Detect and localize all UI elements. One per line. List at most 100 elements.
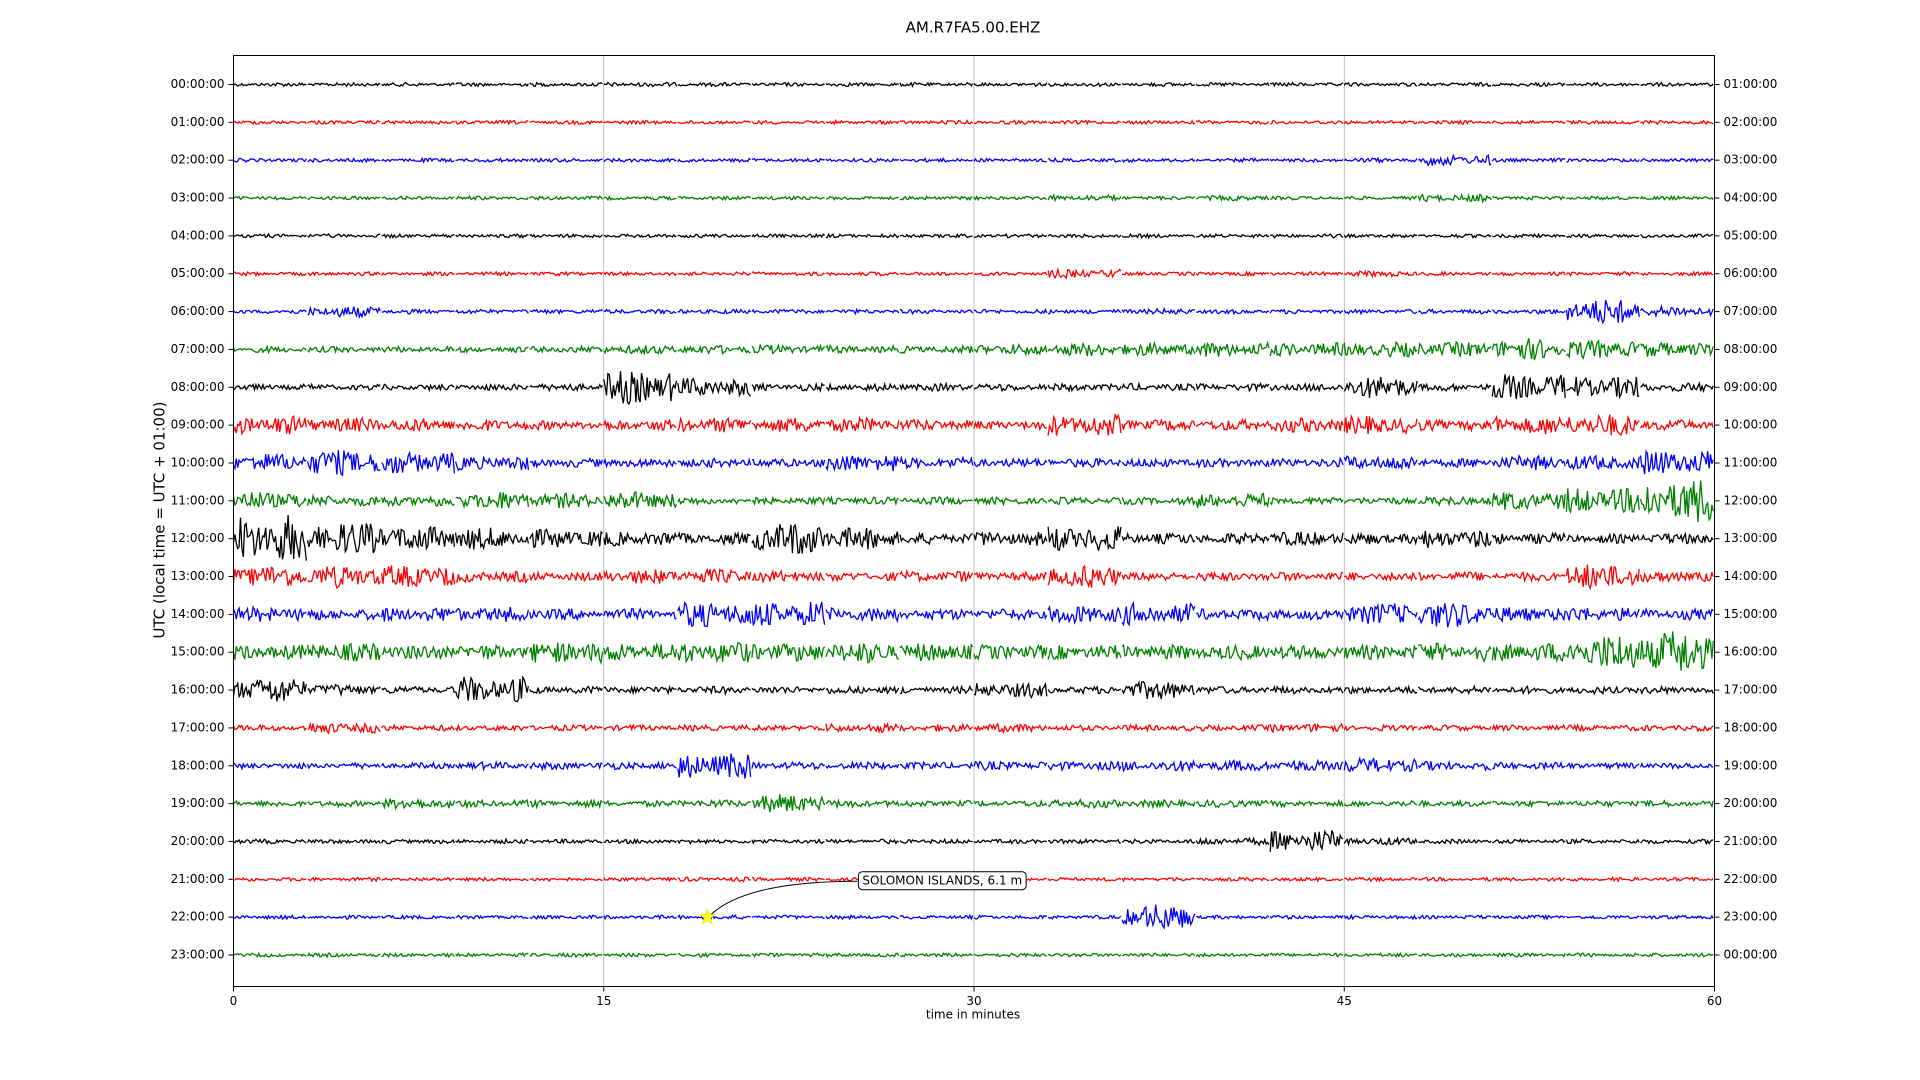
trace-segment <box>380 607 455 622</box>
trace-segment <box>677 685 751 696</box>
trace-segment <box>1121 838 1196 845</box>
trace-segment <box>1195 492 1270 509</box>
trace-segment <box>232 678 307 702</box>
trace-segment <box>1417 602 1492 628</box>
x-tick-label: 45 <box>1337 994 1352 1008</box>
trace-segment <box>1566 119 1640 126</box>
trace-segment <box>455 914 529 920</box>
trace-segment <box>1196 233 1270 239</box>
y-tick-label-right: 04:00:00 <box>1724 191 1778 205</box>
trace-segment <box>1121 798 1196 810</box>
trace-segment <box>751 876 825 883</box>
trace-segment <box>677 798 751 809</box>
trace-segment <box>529 157 603 163</box>
trace-segment <box>1492 685 1566 696</box>
y-tick-label-right: 17:00:00 <box>1724 683 1778 697</box>
trace-segment <box>825 307 900 316</box>
trace-segment <box>529 232 603 239</box>
trace-segment <box>1270 195 1344 202</box>
trace-segment <box>1269 798 1344 809</box>
trace-segment <box>973 307 1048 315</box>
trace-segment <box>1121 381 1196 392</box>
trace-segment <box>1640 233 1714 239</box>
trace <box>232 299 1714 325</box>
trace-segment <box>1269 684 1344 695</box>
trace-segment <box>1640 380 1714 394</box>
trace-segment <box>455 606 530 623</box>
trace-segment <box>1639 449 1714 475</box>
trace-segment <box>1047 156 1122 163</box>
trace-segment <box>1047 952 1122 958</box>
chart-title: AM.R7FA5.00.EHZ <box>906 19 1041 37</box>
trace-segment <box>1343 195 1418 202</box>
trace-segment <box>529 761 603 772</box>
trace-segment <box>973 419 1048 432</box>
trace-segment <box>1195 759 1270 772</box>
trace-segment <box>1417 914 1492 920</box>
trace-segment <box>603 81 678 88</box>
trace-segment <box>751 343 826 355</box>
trace-segment <box>1491 799 1566 809</box>
trace-segment <box>381 914 455 921</box>
trace-segment <box>233 157 307 163</box>
trace-segment <box>1121 195 1196 202</box>
trace-segment <box>1639 418 1714 432</box>
trace-segment <box>1418 838 1492 845</box>
y-tick-label: 06:00:00 <box>171 304 225 318</box>
trace-segment <box>899 913 974 921</box>
trace <box>232 721 1714 735</box>
trace-segment <box>899 381 974 393</box>
y-tick-label: 02:00:00 <box>171 153 225 167</box>
trace-segment <box>1343 308 1418 316</box>
trace-segment <box>529 798 603 810</box>
trace-segment <box>1491 531 1566 545</box>
trace-segment <box>973 342 1048 357</box>
trace-segment <box>1121 571 1196 582</box>
trace-segment <box>381 797 456 811</box>
trace-segment <box>677 496 752 507</box>
trace-segment <box>1565 299 1640 325</box>
trace-segment <box>751 195 825 201</box>
trace-segment <box>1491 454 1566 471</box>
trace-segment <box>603 491 678 509</box>
y-tick-label-right: 22:00:00 <box>1724 872 1778 886</box>
trace-segment <box>973 608 1048 622</box>
trace-segment <box>1269 914 1344 921</box>
trace-segment <box>751 914 825 921</box>
trace-segment <box>529 195 604 201</box>
trace-segment <box>1195 952 1270 958</box>
trace-segment <box>455 492 530 510</box>
trace-segment <box>1343 340 1418 358</box>
trace-segment <box>1344 531 1418 546</box>
trace-segment <box>1047 526 1122 552</box>
trace-segment <box>751 569 825 584</box>
trace-segment <box>1565 607 1640 622</box>
trace-segment <box>1491 414 1566 435</box>
trace-segment <box>1195 119 1270 125</box>
trace-segment <box>677 951 751 959</box>
trace-segment <box>1639 341 1714 357</box>
trace-segment <box>1640 119 1714 126</box>
trace-segment <box>899 156 974 163</box>
trace-segment <box>825 195 900 201</box>
trace-segment <box>529 382 604 393</box>
trace-segment <box>1639 194 1714 201</box>
trace-segment <box>603 607 677 621</box>
trace-segment <box>1491 81 1566 87</box>
event-label: SOLOMON ISLANDS, 6.1 m <box>862 874 1022 888</box>
trace-segment <box>233 270 307 278</box>
trace-segment <box>603 270 677 277</box>
trace-segment <box>455 570 529 584</box>
y-tick-label-right: 07:00:00 <box>1724 304 1778 318</box>
y-tick-label-right: 12:00:00 <box>1724 493 1778 507</box>
trace-segment <box>307 195 381 201</box>
trace-segment <box>1121 232 1196 240</box>
trace-segment <box>1269 81 1344 88</box>
trace-segment <box>1047 82 1122 88</box>
trace-segment <box>1417 530 1492 548</box>
y-tick-label-right: 06:00:00 <box>1724 266 1778 280</box>
y-tick-label: 18:00:00 <box>171 758 225 772</box>
trace-segment <box>1566 876 1640 883</box>
trace-segment <box>603 344 677 356</box>
